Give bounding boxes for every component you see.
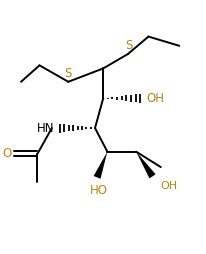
Text: O: O [2,147,12,160]
Text: HN: HN [36,121,54,135]
Text: HO: HO [90,184,108,197]
Polygon shape [94,152,107,179]
Text: OH: OH [146,92,164,105]
Text: S: S [125,39,133,52]
Text: OH: OH [161,181,178,192]
Text: S: S [65,67,72,80]
Polygon shape [136,152,156,178]
